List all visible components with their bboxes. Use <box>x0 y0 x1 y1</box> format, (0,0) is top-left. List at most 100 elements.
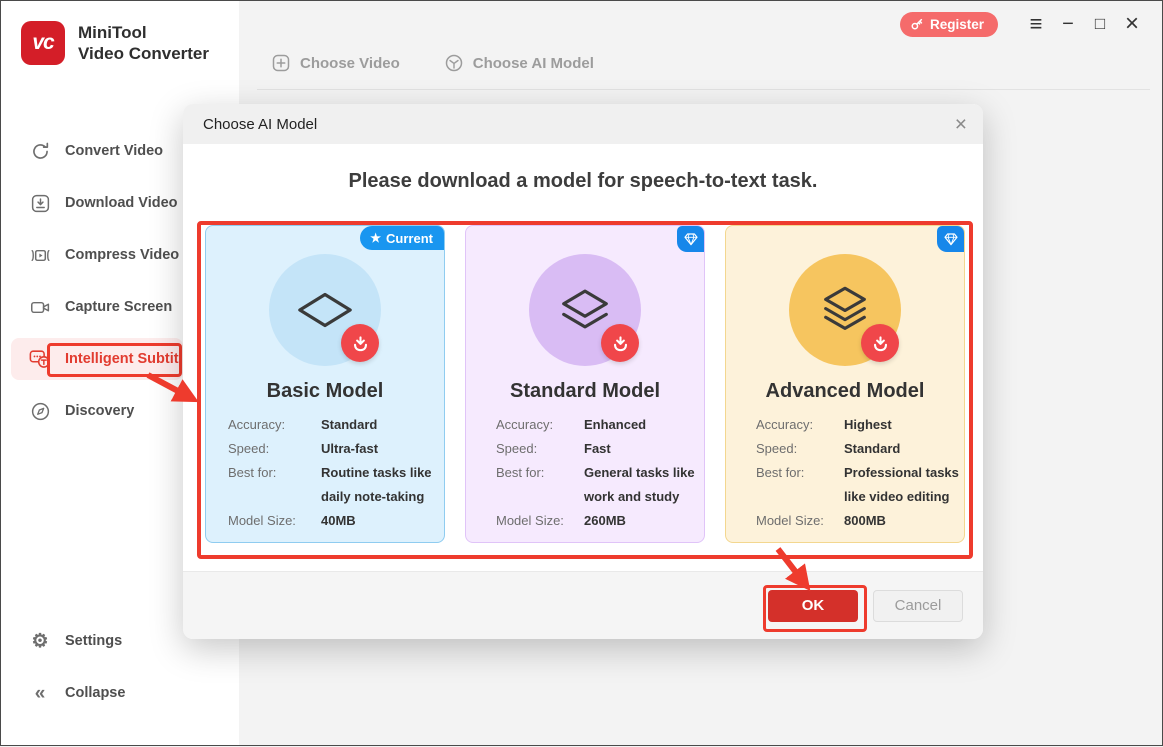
premium-gem-icon <box>937 226 964 252</box>
sidebar-item-label: Collapse <box>65 685 126 701</box>
best-for-line2: daily note-taking <box>321 489 425 504</box>
current-badge: ★ Current <box>360 226 444 250</box>
model-illustration <box>269 254 381 366</box>
sidebar-item-label: Capture Screen <box>65 299 173 315</box>
model-illustration <box>789 254 901 366</box>
choose-ai-model-dialog: Choose AI Model × Please download a mode… <box>183 104 983 639</box>
sidebar-item-discovery[interactable]: Discovery <box>1 385 239 437</box>
register-label: Register <box>929 16 984 32</box>
best-for-line1: Routine tasks like <box>321 465 432 480</box>
tab-choose-video[interactable]: Choose Video <box>271 53 400 73</box>
spec-value: Ultra-fast <box>321 441 379 456</box>
download-model-button[interactable] <box>601 324 639 362</box>
spec-label: Accuracy: <box>496 417 554 432</box>
key-icon <box>910 17 924 31</box>
app-logo: vc <box>21 21 65 65</box>
spec-label: Speed: <box>228 441 270 456</box>
dialog-header: Choose AI Model × <box>183 104 983 144</box>
double-layer-icon <box>562 289 608 329</box>
sidebar-item-capture-screen[interactable]: Capture Screen <box>1 281 239 333</box>
cancel-button[interactable]: Cancel <box>873 589 963 622</box>
spec-value: Standard <box>844 441 901 456</box>
spec-value: 800MB <box>844 513 886 528</box>
app-title-line2: Video Converter <box>78 44 210 63</box>
spec-value: Enhanced <box>584 417 647 432</box>
spec-label: Model Size: <box>228 513 296 528</box>
step-tabs: Choose Video Choose AI Model <box>271 53 594 73</box>
add-video-icon <box>271 53 291 73</box>
spec-value: 40MB <box>321 513 356 528</box>
settings-gear-icon: ⚙ <box>31 630 49 652</box>
star-icon: ★ <box>370 231 382 245</box>
spec-value: Routine tasks like daily note-taking <box>321 464 444 505</box>
model-name: Basic Model <box>266 380 384 402</box>
sidebar-item-settings[interactable]: ⚙ Settings <box>1 615 239 667</box>
sidebar-item-download-video[interactable]: Download Video <box>1 177 239 229</box>
titlebar: Register ≡ − □ × <box>239 1 1162 47</box>
sidebar-item-label: Settings <box>65 633 123 649</box>
tabs-divider <box>257 89 1150 90</box>
premium-gem-icon <box>677 226 704 252</box>
model-illustration <box>529 254 641 366</box>
best-for-line2: like video editing <box>844 489 950 504</box>
sidebar-item-label: Intelligent Subtitle <box>65 351 191 367</box>
model-name: Standard Model <box>509 380 660 402</box>
spec-value: Fast <box>584 441 611 456</box>
dialog-footer: OK Cancel <box>183 571 983 639</box>
sidebar-item-label: Download Video <box>65 195 178 211</box>
tab-choose-ai-model[interactable]: Choose AI Model <box>444 53 594 73</box>
maximize-icon[interactable]: □ <box>1094 14 1106 33</box>
subtitle-icon <box>29 348 51 370</box>
model-specs: Accuracy: Highest Speed: Standard Best f… <box>756 416 964 529</box>
download-model-button[interactable] <box>341 324 379 362</box>
spec-value: Highest <box>844 417 892 432</box>
sidebar-item-compress-video[interactable]: Compress Video <box>1 229 239 281</box>
spec-label: Best for: <box>496 465 545 480</box>
spec-value: Standard <box>321 417 378 432</box>
best-for-line2: work and study <box>584 489 680 504</box>
ok-button[interactable]: OK <box>768 589 858 622</box>
sidebar-item-collapse[interactable]: « Collapse <box>1 667 239 719</box>
best-for-line1: General tasks like <box>584 465 695 480</box>
model-card-advanced[interactable]: Advanced Model Accuracy: Highest Speed: … <box>725 225 965 543</box>
discovery-icon <box>29 400 51 422</box>
dialog-close-icon[interactable]: × <box>954 112 967 136</box>
close-icon[interactable]: × <box>1124 10 1139 37</box>
capture-icon <box>29 296 51 318</box>
download-arrow-icon <box>613 335 627 351</box>
spec-label: Speed: <box>756 441 798 456</box>
spec-label: Accuracy: <box>756 417 814 432</box>
spec-label: Best for: <box>756 465 805 480</box>
model-specs: Accuracy: Enhanced Speed: Fast Best for:… <box>496 416 704 529</box>
sidebar-item-label: Compress Video <box>65 247 180 263</box>
tab-label: Choose Video <box>300 54 400 72</box>
compress-icon <box>29 244 51 266</box>
minimize-icon[interactable]: − <box>1062 12 1074 35</box>
register-button[interactable]: Register <box>899 11 998 37</box>
app-title-line1: MiniTool <box>78 22 147 42</box>
spec-label: Model Size: <box>756 513 824 528</box>
download-model-button[interactable] <box>861 324 899 362</box>
sidebar-item-label: Discovery <box>65 403 135 419</box>
spec-label: Best for: <box>228 465 277 480</box>
spec-value: Professional tasks like video editing <box>844 464 964 505</box>
model-name: Advanced Model <box>765 380 925 402</box>
ai-model-icon <box>444 53 464 73</box>
app-title: MiniTool Video Converter <box>78 22 209 65</box>
spec-value: 260MB <box>584 513 626 528</box>
dialog-title: Choose AI Model <box>203 115 318 133</box>
model-card-basic[interactable]: ★ Current Basic Model Accuracy: Standard… <box>205 225 445 543</box>
single-layer-icon <box>298 292 352 328</box>
brand: vc MiniTool Video Converter <box>1 1 239 65</box>
download-arrow-icon <box>873 335 887 351</box>
sidebar-item-convert-video[interactable]: Convert Video <box>1 125 239 177</box>
menu-icon[interactable]: ≡ <box>1029 11 1043 36</box>
triple-layer-icon <box>824 286 866 330</box>
model-card-standard[interactable]: Standard Model Accuracy: Enhanced Speed:… <box>465 225 705 543</box>
convert-icon <box>29 140 51 162</box>
collapse-chevrons-icon: « <box>34 682 46 704</box>
sidebar-item-label: Convert Video <box>65 143 164 159</box>
tab-label: Choose AI Model <box>472 54 594 72</box>
spec-label: Speed: <box>496 441 538 456</box>
